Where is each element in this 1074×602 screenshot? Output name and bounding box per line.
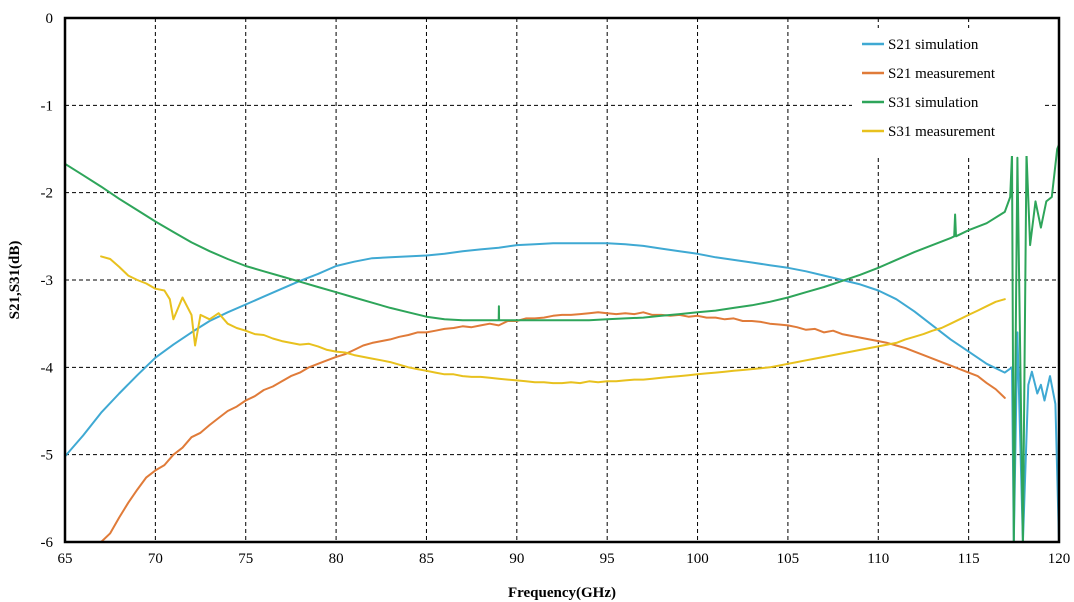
legend: S21 simulation S21 measurement S31 simulat… — [852, 28, 1042, 156]
y-tick-label: -3 — [41, 273, 54, 289]
series-line-s31-measurement — [100, 255, 1006, 385]
x-tick-label: 90 — [509, 551, 524, 567]
y-tick-label: -1 — [41, 98, 54, 114]
x-tick-label: 115 — [958, 551, 980, 567]
y-tick-label: 0 — [46, 11, 54, 27]
x-tick-label: 95 — [600, 551, 615, 567]
y-tick-label: -6 — [41, 535, 54, 551]
x-tick-label: 70 — [148, 551, 163, 567]
x-tick-label: 105 — [777, 551, 800, 567]
legend-label: S31 simulation — [888, 95, 979, 111]
x-tick-label: 80 — [329, 551, 344, 567]
x-tick-label: 85 — [419, 551, 434, 567]
y-tick-label: -2 — [41, 186, 54, 202]
x-tick-label: 100 — [686, 551, 709, 567]
x-tick-label: 65 — [58, 551, 73, 567]
y-tick-labels: 0 -1 -2 -3 -4 -5 -6 — [41, 11, 54, 551]
series-line-s31-simulation — [65, 143, 1059, 542]
series-line-s21-measurement — [100, 311, 1006, 542]
series-line-s21-simulation — [65, 242, 1059, 542]
y-axis-title: S21,S31(dB) — [7, 241, 23, 320]
series-lines — [65, 143, 1059, 542]
legend-label: S21 simulation — [888, 37, 979, 53]
x-tick-label: 75 — [238, 551, 253, 567]
x-tick-label: 120 — [1048, 551, 1071, 567]
y-tick-label: -4 — [41, 360, 54, 376]
legend-label: S31 measurement — [888, 124, 996, 140]
legend-label: S21 measurement — [888, 66, 996, 82]
y-tick-label: -5 — [41, 448, 54, 464]
x-tick-label: 110 — [867, 551, 889, 567]
x-axis-title: Frequency(GHz) — [508, 585, 616, 601]
plot-frame — [63, 16, 1061, 544]
legend-background — [852, 28, 1042, 156]
x-tick-labels: 65 70 75 80 85 90 95 100 105 110 115 120 — [58, 551, 1071, 567]
grid-lines — [65, 18, 1059, 542]
